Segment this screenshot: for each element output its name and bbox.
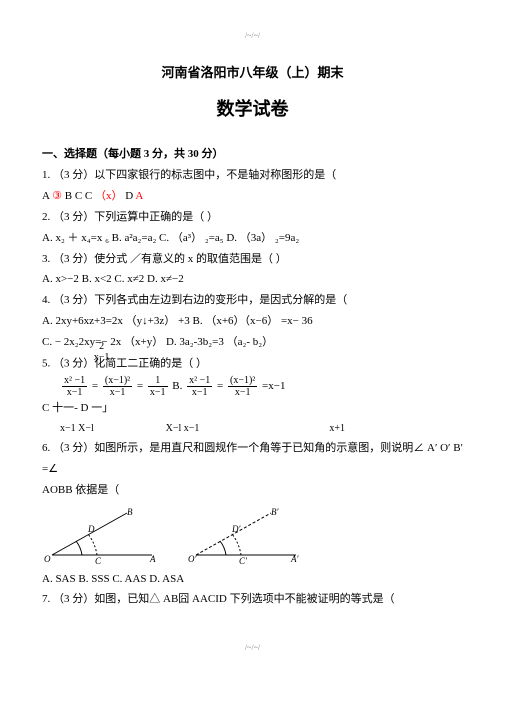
q3-options: A. x>−2 B. x<2 C. x≠2 D. x≠−2 bbox=[42, 269, 463, 290]
q2-options: A. x₂ ＋ x₄=x ₆ B. a²a₂=a₂ C. （a³） ₂=a₅ D… bbox=[42, 228, 463, 249]
q5-opt3a: x−1 X−l bbox=[60, 419, 120, 438]
frac-a2: (x−1)²x−1 bbox=[103, 375, 132, 398]
eq: = bbox=[137, 380, 143, 392]
frac-den: x−1 bbox=[62, 387, 87, 398]
q4-options-a: A. 2xy+6xz+3=2x （y↓+3z） +3 B. （x+6）（x−6）… bbox=[42, 311, 463, 332]
q3-text: 3. （3 分）使分式 ／有意义的 x 的取值范围是（ ） bbox=[42, 249, 463, 270]
angle-diagram-1: O A B D C bbox=[42, 505, 162, 565]
opt-c2: C bbox=[85, 190, 92, 202]
q6-text: 6. （3 分）如图所示，是用直尺和圆规作一个角等于已知角的示意图，则说明∠ A… bbox=[42, 438, 463, 480]
q5-text: 5. （3 分）化简工二正确的是（ ） 2 x−1 bbox=[42, 353, 463, 375]
section-heading: 一、选择题（每小题 3 分，共 30 分） bbox=[42, 144, 463, 165]
q5-options-3: x−1 X−l X−l x−1 x+1 bbox=[42, 419, 463, 438]
eq: = bbox=[92, 380, 98, 392]
q5-fraction-line: x² −1x−1 = (x−1)²x−1 = 1x−1 B. x² −1x−1 … bbox=[60, 375, 463, 398]
q6-diagrams: O A B D C O′ A′ B′ D′ C′ bbox=[42, 505, 463, 565]
q1-options: A ③ B C C （x） D A bbox=[42, 186, 463, 207]
frac-den: x−1 bbox=[103, 387, 132, 398]
footer-watermark: /~/~/ bbox=[42, 640, 463, 655]
label-Cp: C′ bbox=[239, 556, 248, 565]
label-b: B. bbox=[172, 380, 182, 392]
label-C: C bbox=[95, 556, 102, 565]
opt-b: B bbox=[65, 190, 72, 202]
title: 数学试卷 bbox=[42, 92, 463, 126]
label-Dp: D′ bbox=[231, 524, 241, 534]
opt-d: D bbox=[125, 190, 133, 202]
label-D: D bbox=[87, 524, 95, 534]
eq-tail: =x−1 bbox=[262, 380, 285, 392]
q6-text-b: AOBB 依据是（ bbox=[42, 480, 463, 501]
q5-opt3b: X−l x−1 bbox=[123, 419, 243, 438]
q2-text: 2. （3 分）下列运算中正确的是（ ） bbox=[42, 207, 463, 228]
q5-options-cd: C 十一- D 一」 bbox=[42, 398, 463, 419]
frac-den: x−1 bbox=[148, 387, 168, 398]
opt-c1: C bbox=[75, 190, 82, 202]
frac-num: (x−1)² bbox=[228, 375, 257, 387]
q5-stem: 5. （3 分）化简工二正确的是（ ） bbox=[42, 358, 207, 370]
label-Bp: B′ bbox=[271, 507, 279, 517]
q1-text: 1. （3 分）以下四家银行的标志图中，不是轴对称图形的是（ bbox=[42, 165, 463, 186]
frac-b1: x² −1x−1 bbox=[187, 375, 212, 398]
q4-text: 4. （3 分）下列各式由左边到右边的变形中，是因式分解的是（ bbox=[42, 290, 463, 311]
q5-over: 2 bbox=[92, 341, 112, 352]
eq: = bbox=[217, 380, 223, 392]
frac-den: x−1 bbox=[228, 387, 257, 398]
header-watermark: /~/~/ bbox=[42, 28, 463, 43]
angle-diagram-2: O′ A′ B′ D′ C′ bbox=[186, 505, 306, 565]
q5-opt3c: x+1 bbox=[245, 419, 345, 438]
q5-under: x−1 bbox=[92, 352, 112, 363]
label-A: A bbox=[149, 554, 156, 564]
q7-text: 7. （3 分）如图，已知△ AB囧 AACID 下列选项中不能被证明的等式是（ bbox=[42, 589, 463, 610]
label-O: O bbox=[44, 554, 51, 564]
frac-a3: 1x−1 bbox=[148, 375, 168, 398]
label-B: B bbox=[127, 507, 133, 517]
label-Op: O′ bbox=[188, 554, 197, 564]
opt-x: （x） bbox=[95, 190, 123, 202]
frac-num: x² −1 bbox=[187, 375, 212, 387]
frac-num: (x−1)² bbox=[103, 375, 132, 387]
frac-den: x−1 bbox=[187, 387, 212, 398]
label-Ap: A′ bbox=[290, 554, 299, 564]
subtitle: 河南省洛阳市八年级（上）期末 bbox=[42, 61, 463, 86]
frac-num: 1 bbox=[148, 375, 168, 387]
q5-inline-frac: 2 x−1 bbox=[92, 341, 112, 363]
frac-b2: (x−1)²x−1 bbox=[228, 375, 257, 398]
frac-num: x² −1 bbox=[62, 375, 87, 387]
frac-a1: x² −1x−1 bbox=[62, 375, 87, 398]
opt-a: A bbox=[42, 190, 49, 202]
q6-options: A. SAS B. SSS C. AAS D. ASA bbox=[42, 569, 463, 590]
opt-circ: ③ bbox=[52, 190, 62, 202]
opt-da: A bbox=[135, 190, 143, 202]
